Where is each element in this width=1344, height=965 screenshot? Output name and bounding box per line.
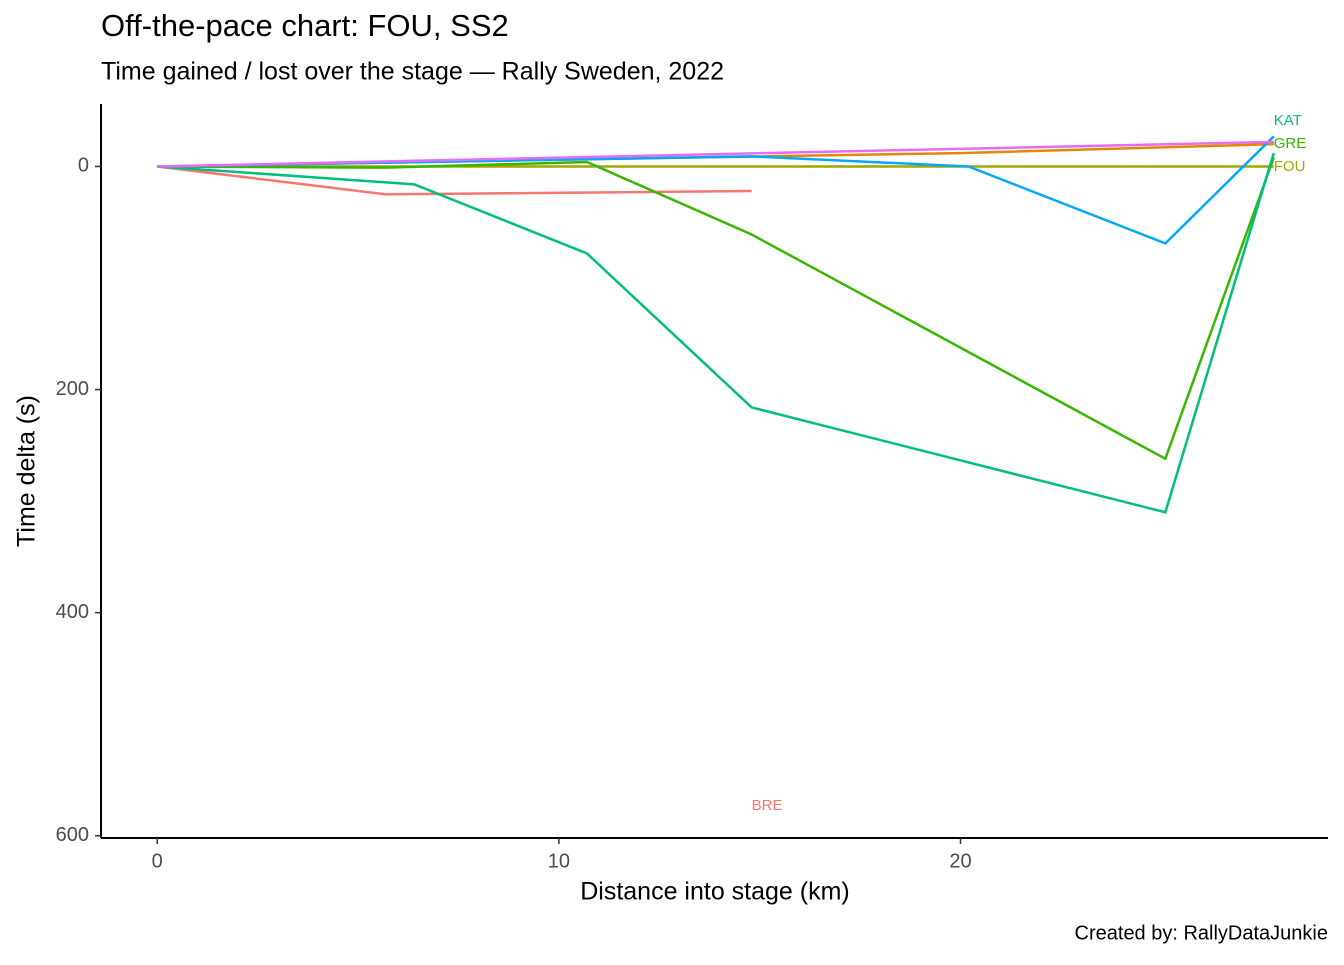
x-tick-label: 0 [152, 850, 163, 872]
x-tick-label: 20 [949, 850, 971, 872]
y-axis-label: Time delta (s) [13, 395, 41, 547]
end-label: GRE [1274, 135, 1307, 152]
end-label: FOU [1274, 158, 1306, 175]
end-label: BRE [752, 797, 783, 814]
end-label: KAT [1274, 112, 1302, 129]
x-axis-label: Distance into stage (km) [580, 878, 850, 906]
series-line [157, 165, 752, 196]
y-tick-label: 0 [78, 155, 89, 177]
chart-subtitle: Time gained / lost over the stage — Rall… [101, 58, 724, 86]
series-line [157, 157, 1275, 461]
y-tick-label: 400 [56, 601, 89, 623]
chart-title: Off-the-pace chart: FOU, SS2 [101, 8, 509, 43]
series-line [157, 152, 1275, 514]
y-tick-label: 600 [56, 824, 89, 846]
series-line [157, 135, 1275, 245]
caption: Created by: RallyDataJunkie [1075, 922, 1328, 944]
y-tick-label: 200 [56, 378, 89, 400]
x-tick-label: 10 [548, 850, 570, 872]
series-line [157, 140, 1274, 168]
